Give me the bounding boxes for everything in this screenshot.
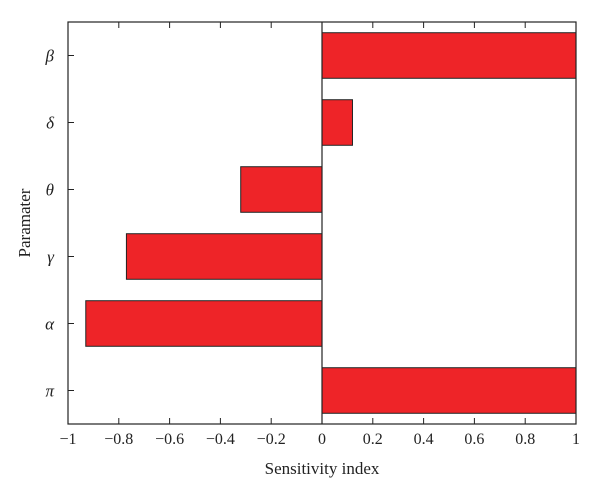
x-tick-label: −0.8 — [104, 431, 133, 448]
x-tick-label: 0 — [318, 431, 326, 448]
y-tick-label: θ — [46, 181, 54, 200]
y-axis-title: Paramater — [15, 188, 34, 257]
x-tick-label: 0.6 — [464, 431, 484, 448]
x-tick-label: −1 — [59, 431, 76, 448]
ticks-layer: β δ θ γ α π −1 −0.8 −0.6 −0.4 −0.2 0 0.2 0.4 0.6 0.8 1 — [45, 22, 580, 448]
y-tick-label: π — [45, 382, 54, 401]
y-tick-label: α — [45, 315, 55, 334]
bar-1 — [321, 32, 577, 79]
x-tick-label: 0.4 — [414, 431, 434, 448]
x-tick-label: −0.2 — [257, 431, 286, 448]
bar-5 — [85, 300, 323, 347]
x-axis-title: Sensitivity index — [265, 459, 380, 478]
bar-6 — [321, 367, 577, 414]
bar-3 — [240, 166, 323, 213]
bar-4 — [125, 233, 323, 280]
y-tick-label: β — [45, 47, 55, 66]
x-tick-label: 0.2 — [363, 431, 383, 448]
y-tick-label: γ — [47, 248, 55, 267]
y-tick-label: δ — [46, 114, 55, 133]
x-tick-label: −0.4 — [206, 431, 235, 448]
x-tick-label: 1 — [572, 431, 580, 448]
x-tick-label: 0.8 — [515, 431, 535, 448]
bar-2 — [321, 99, 353, 146]
x-tick-label: −0.6 — [155, 431, 184, 448]
bars-layer — [85, 32, 577, 414]
